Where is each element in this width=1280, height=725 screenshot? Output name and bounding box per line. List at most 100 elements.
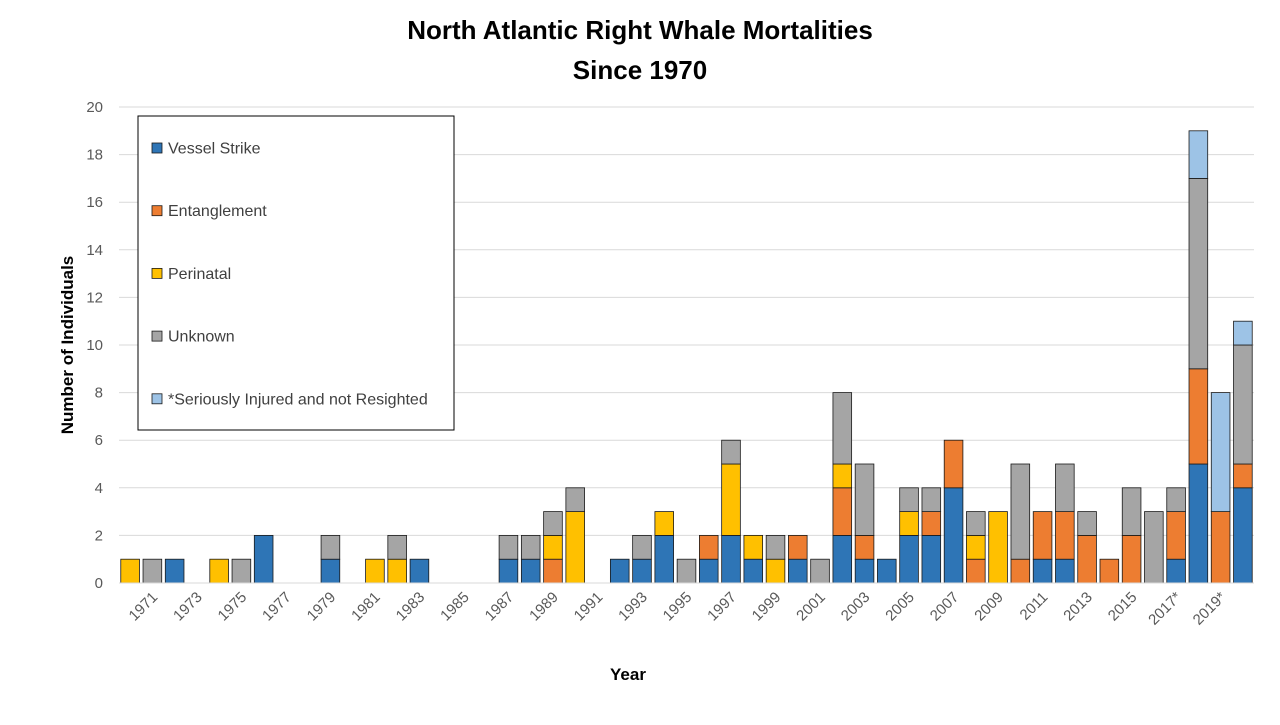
y-tick-label: 12 <box>86 289 103 306</box>
bar-segment-unknown <box>899 487 919 512</box>
bar-segment-vessel-strike <box>1233 487 1253 584</box>
legend-swatch-unknown <box>151 330 163 342</box>
bar-segment-unknown <box>1144 511 1164 584</box>
bar-segment-vessel-strike <box>743 558 764 584</box>
bar-segment-vessel-strike <box>1166 558 1186 584</box>
bar-segment-entanglement <box>1032 511 1053 560</box>
legend-label-seriously-injured-and-not-resighted: *Seriously Injured and not Resighted <box>168 391 428 408</box>
bar-segment-unknown <box>765 535 786 560</box>
bar-segment-perinatal <box>654 511 674 536</box>
bar-segment-entanglement <box>854 535 875 560</box>
x-tick-label: 2003 <box>838 589 874 625</box>
bar-segment-unknown <box>1010 463 1031 560</box>
bar-segment-vessel-strike <box>788 558 808 584</box>
bar-segment-perinatal <box>365 558 385 584</box>
x-tick-label: 2007 <box>927 589 963 625</box>
bar-segment-entanglement <box>1210 511 1231 584</box>
bar-segment-vessel-strike <box>1055 558 1075 584</box>
y-tick-label: 4 <box>95 480 103 497</box>
x-axis-ticks: 1971 1973 1975 1977 1979 1981 1983 1985 1987 1989… <box>126 589 1230 629</box>
bars <box>120 130 1253 584</box>
bar-segment-entanglement <box>1055 511 1075 560</box>
bar-segment-vessel-strike <box>609 558 630 584</box>
x-tick-label: 1997 <box>704 589 740 625</box>
x-tick-label: 1993 <box>615 589 651 625</box>
y-tick-label: 2 <box>95 527 103 544</box>
legend: Vessel Strike Entanglement Perinatal Unknow… <box>137 115 455 431</box>
bar-segment-unknown <box>966 511 986 536</box>
x-tick-label: 1999 <box>749 589 785 625</box>
bar-segment-unknown <box>1077 511 1097 536</box>
bar-segment-vessel-strike <box>1032 558 1053 584</box>
bar-segment-perinatal <box>721 463 741 536</box>
bar-segment-vessel-strike <box>877 558 897 584</box>
bar-segment-unknown <box>1188 177 1209 370</box>
bar-segment-unknown <box>520 535 541 560</box>
bar-segment-unknown <box>1233 344 1253 465</box>
bar-segment-vessel-strike <box>632 558 652 584</box>
x-tick-label: 1975 <box>215 589 251 625</box>
x-tick-label: 1985 <box>437 589 473 625</box>
bar-segment-seriously-injured-and-not-resighted <box>1233 320 1253 346</box>
bar-segment-perinatal <box>543 535 563 560</box>
bar-segment-unknown <box>1166 487 1186 512</box>
x-tick-label: 2009 <box>971 589 1007 625</box>
bar-segment-perinatal <box>832 463 853 489</box>
bar-segment-vessel-strike <box>832 535 853 584</box>
legend-label-perinatal: Perinatal <box>168 266 231 283</box>
y-tick-label: 18 <box>86 147 103 164</box>
bar-segment-entanglement <box>832 487 853 536</box>
bar-segment-unknown <box>810 558 830 584</box>
bar-segment-unknown <box>142 558 163 584</box>
x-tick-label: 1983 <box>393 589 429 625</box>
x-tick-label: 2011 <box>1017 589 1052 624</box>
bar-segment-unknown <box>565 487 585 512</box>
bar-segment-vessel-strike <box>699 558 719 584</box>
bar-segment-vessel-strike <box>854 558 875 584</box>
bar-segment-vessel-strike <box>253 535 274 584</box>
y-tick-label: 14 <box>86 242 103 259</box>
legend-swatch-vessel-strike <box>151 142 163 154</box>
bar-segment-unknown <box>676 558 697 584</box>
bar-segment-unknown <box>632 535 652 560</box>
bar-segment-entanglement <box>1233 463 1253 489</box>
bar-segment-perinatal <box>988 511 1008 584</box>
bar-segment-perinatal <box>765 558 786 584</box>
legend-items: Vessel Strike Entanglement Perinatal Unknow… <box>151 141 428 408</box>
bar-segment-perinatal <box>209 558 229 584</box>
bar-segment-unknown <box>721 439 741 465</box>
bar-segment-unknown <box>387 535 407 560</box>
y-tick-label: 8 <box>95 385 103 402</box>
x-tick-label: 1973 <box>170 589 206 625</box>
x-tick-label: 1991 <box>571 589 607 625</box>
bar-segment-vessel-strike <box>1188 463 1209 584</box>
x-tick-label: 2013 <box>1060 589 1096 625</box>
legend-label-entanglement: Entanglement <box>168 203 267 220</box>
x-tick-label: 2001 <box>793 589 829 625</box>
legend-box <box>137 115 455 431</box>
bar-segment-unknown <box>320 535 341 560</box>
y-tick-label: 16 <box>86 194 103 211</box>
bar-segment-seriously-injured-and-not-resighted <box>1188 130 1209 179</box>
x-tick-label: 1987 <box>482 589 518 625</box>
legend-label-unknown: Unknown <box>168 329 235 346</box>
bar-segment-perinatal <box>387 558 407 584</box>
bar-segment-entanglement <box>1077 535 1097 584</box>
bar-segment-vessel-strike <box>409 558 430 584</box>
x-tick-label: 1995 <box>660 589 696 625</box>
x-tick-label: 1977 <box>259 589 295 625</box>
x-tick-label: 2015 <box>1105 589 1141 625</box>
y-tick-label: 20 <box>86 99 103 116</box>
bar-segment-perinatal <box>966 535 986 560</box>
legend-swatch-seriously-injured-and-not-resighted <box>151 393 163 405</box>
bar-segment-entanglement <box>1099 558 1120 584</box>
bar-segment-entanglement <box>943 439 964 489</box>
bar-segment-vessel-strike <box>921 535 942 584</box>
bar-segment-perinatal <box>565 511 585 584</box>
y-axis-title: Number of Individuals <box>58 256 77 435</box>
bar-segment-entanglement <box>788 535 808 560</box>
bar-segment-vessel-strike <box>498 558 519 584</box>
legend-swatch-entanglement <box>151 205 163 217</box>
